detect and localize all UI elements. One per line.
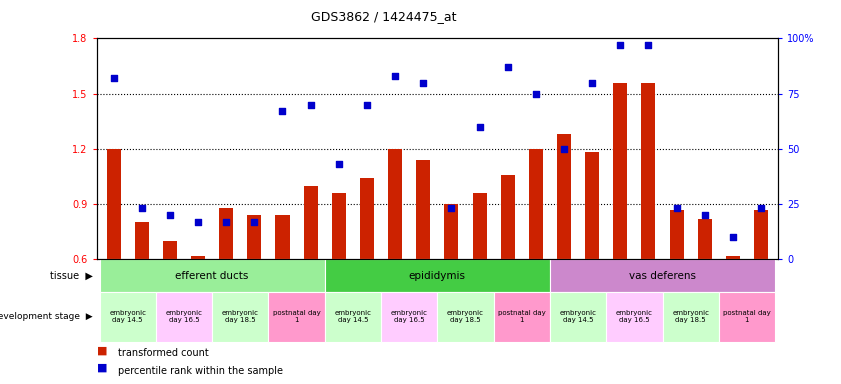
Bar xyxy=(726,255,740,259)
Point xyxy=(642,42,655,48)
Bar xyxy=(304,185,318,259)
Text: postnatal day
1: postnatal day 1 xyxy=(272,310,320,323)
Point xyxy=(670,205,684,212)
Point xyxy=(135,205,149,212)
Point xyxy=(529,91,542,97)
Point xyxy=(558,146,571,152)
Text: ■: ■ xyxy=(97,345,111,355)
Point xyxy=(614,42,627,48)
Bar xyxy=(99,259,325,292)
Bar xyxy=(698,219,711,259)
Bar xyxy=(247,215,262,259)
Text: epididymis: epididymis xyxy=(409,270,466,281)
Text: embryonic
day 14.5: embryonic day 14.5 xyxy=(109,310,146,323)
Bar xyxy=(331,193,346,259)
Text: embryonic
day 14.5: embryonic day 14.5 xyxy=(335,310,372,323)
Bar xyxy=(557,134,571,259)
Point xyxy=(726,234,739,240)
Bar xyxy=(135,222,149,259)
Point xyxy=(332,161,346,167)
Bar xyxy=(156,292,212,342)
Bar xyxy=(416,160,431,259)
Bar xyxy=(585,152,599,259)
Text: embryonic
day 14.5: embryonic day 14.5 xyxy=(559,310,596,323)
Bar xyxy=(388,149,402,259)
Bar xyxy=(212,292,268,342)
Bar xyxy=(754,210,768,259)
Point xyxy=(304,101,317,108)
Point xyxy=(754,205,768,212)
Bar xyxy=(163,241,177,259)
Text: embryonic
day 16.5: embryonic day 16.5 xyxy=(166,310,203,323)
Bar xyxy=(276,215,289,259)
Bar xyxy=(381,292,437,342)
Text: vas deferens: vas deferens xyxy=(629,270,696,281)
Bar xyxy=(529,149,543,259)
Point xyxy=(107,75,120,81)
Point xyxy=(220,218,233,225)
Bar xyxy=(494,292,550,342)
Point xyxy=(360,101,373,108)
Text: embryonic
day 18.5: embryonic day 18.5 xyxy=(447,310,484,323)
Bar xyxy=(437,292,494,342)
Text: GDS3862 / 1424475_at: GDS3862 / 1424475_at xyxy=(311,10,457,23)
Bar xyxy=(99,292,156,342)
Bar xyxy=(606,292,663,342)
Bar xyxy=(360,178,374,259)
Text: embryonic
day 18.5: embryonic day 18.5 xyxy=(672,310,709,323)
Bar xyxy=(220,208,233,259)
Text: tissue  ▶: tissue ▶ xyxy=(50,270,93,281)
Point xyxy=(501,64,515,70)
Bar xyxy=(107,149,120,259)
Bar xyxy=(191,255,205,259)
Bar xyxy=(719,292,775,342)
Bar xyxy=(325,292,381,342)
Bar xyxy=(473,193,487,259)
Point xyxy=(416,79,430,86)
Bar xyxy=(613,83,627,259)
Point xyxy=(445,205,458,212)
Point xyxy=(698,212,711,218)
Text: embryonic
day 16.5: embryonic day 16.5 xyxy=(391,310,428,323)
Point xyxy=(585,79,599,86)
Text: embryonic
day 18.5: embryonic day 18.5 xyxy=(222,310,259,323)
Point xyxy=(191,218,204,225)
Bar xyxy=(500,175,515,259)
Point xyxy=(473,124,486,130)
Text: embryonic
day 16.5: embryonic day 16.5 xyxy=(616,310,653,323)
Point xyxy=(163,212,177,218)
Text: postnatal day
1: postnatal day 1 xyxy=(498,310,546,323)
Text: development stage  ▶: development stage ▶ xyxy=(0,312,93,321)
Text: ■: ■ xyxy=(97,362,111,372)
Point xyxy=(276,108,289,114)
Text: transformed count: transformed count xyxy=(118,348,209,358)
Text: postnatal day
1: postnatal day 1 xyxy=(723,310,771,323)
Point xyxy=(389,73,402,79)
Bar xyxy=(268,292,325,342)
Bar xyxy=(325,259,550,292)
Point xyxy=(247,218,261,225)
Bar xyxy=(642,83,655,259)
Bar xyxy=(663,292,719,342)
Text: percentile rank within the sample: percentile rank within the sample xyxy=(118,366,283,376)
Bar xyxy=(444,204,458,259)
Text: efferent ducts: efferent ducts xyxy=(176,270,249,281)
Bar xyxy=(669,210,684,259)
Bar xyxy=(550,292,606,342)
Bar xyxy=(550,259,775,292)
